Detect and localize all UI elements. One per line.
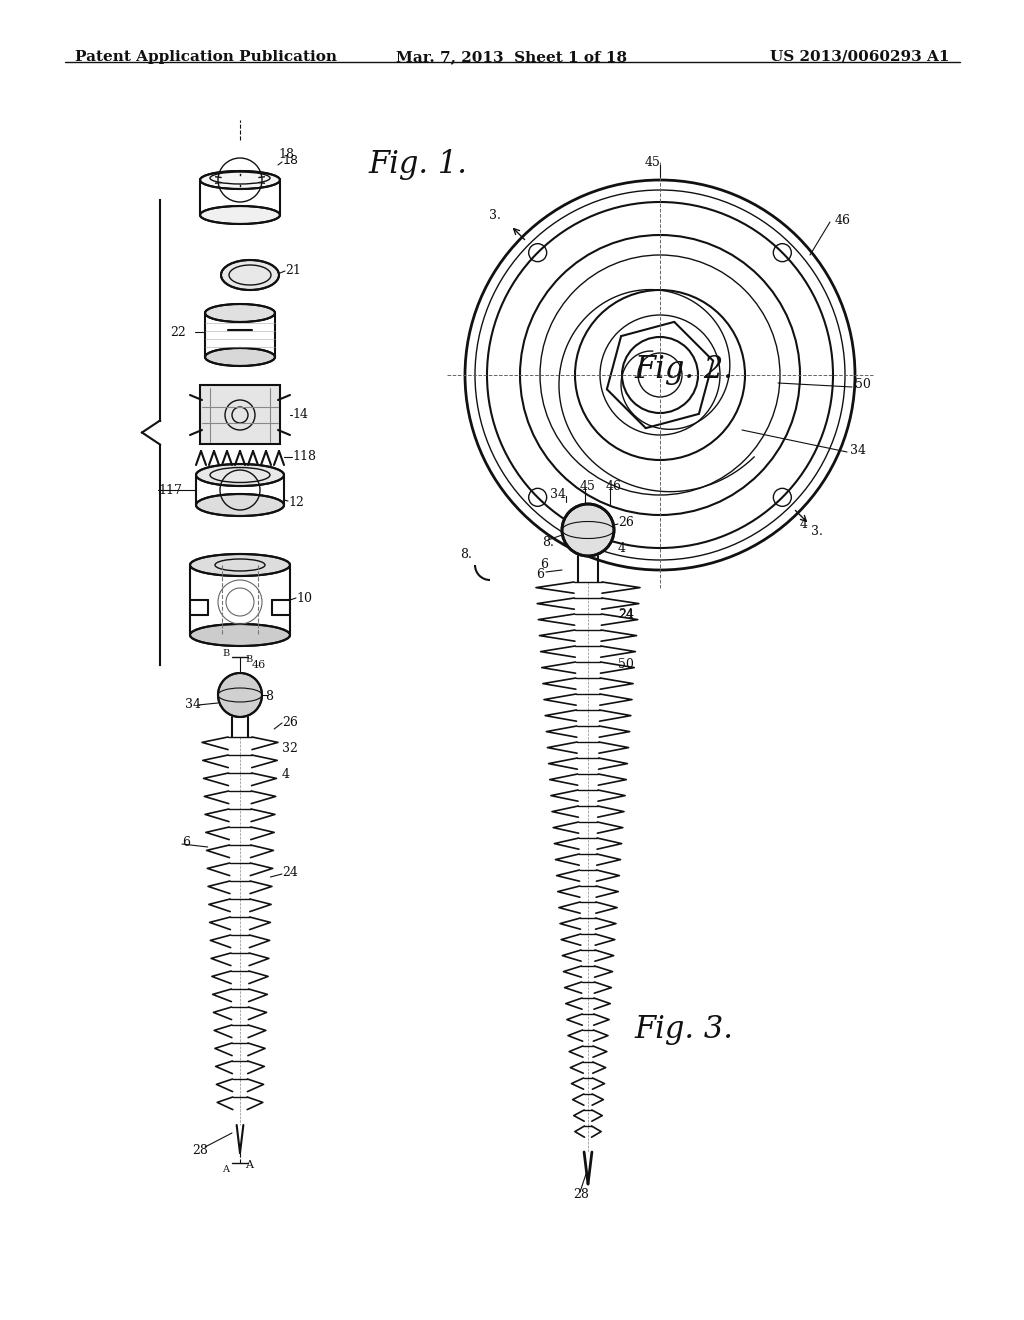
FancyBboxPatch shape: [200, 385, 280, 444]
Text: 32: 32: [282, 742, 298, 755]
Text: B: B: [222, 648, 229, 657]
Text: 8.: 8.: [460, 549, 472, 561]
Text: 28: 28: [193, 1143, 208, 1156]
Text: 50: 50: [855, 379, 870, 392]
Text: $\mathregular{\mathit{18}}$: $\mathregular{\mathit{18}}$: [282, 153, 299, 166]
Text: 26: 26: [618, 516, 634, 528]
Text: 14: 14: [292, 408, 308, 421]
Text: 3.: 3.: [811, 525, 823, 539]
Text: 46: 46: [252, 660, 266, 671]
Text: 6: 6: [540, 558, 548, 572]
Text: $\mathregular{\mathit{24}}$: $\mathregular{\mathit{24}}$: [618, 609, 635, 622]
Text: 45: 45: [645, 156, 660, 169]
Circle shape: [562, 504, 614, 556]
Text: Mar. 7, 2013  Sheet 1 of 18: Mar. 7, 2013 Sheet 1 of 18: [396, 50, 628, 63]
Text: 24: 24: [282, 866, 298, 879]
Text: Patent Application Publication: Patent Application Publication: [75, 50, 337, 63]
Text: 34: 34: [850, 444, 866, 457]
Text: 12: 12: [288, 496, 304, 510]
Text: 45: 45: [580, 479, 596, 492]
Text: 4: 4: [800, 519, 808, 532]
Text: 18: 18: [278, 149, 294, 161]
Text: 10: 10: [296, 591, 312, 605]
Ellipse shape: [196, 494, 284, 516]
Ellipse shape: [221, 260, 279, 290]
Text: 4: 4: [618, 541, 626, 554]
Text: A: A: [245, 1160, 253, 1170]
Text: 46: 46: [835, 214, 851, 227]
Text: Fig. 1.: Fig. 1.: [369, 149, 468, 181]
Ellipse shape: [200, 172, 280, 189]
Text: 3.: 3.: [488, 209, 501, 222]
Text: A: A: [222, 1166, 229, 1175]
Text: Fig. 3.: Fig. 3.: [635, 1014, 734, 1045]
Text: 8.: 8.: [542, 536, 554, 549]
Text: US 2013/0060293 A1: US 2013/0060293 A1: [770, 50, 950, 63]
Ellipse shape: [190, 624, 290, 645]
Ellipse shape: [196, 465, 284, 486]
Text: 6: 6: [182, 836, 190, 849]
Text: B: B: [245, 656, 252, 664]
Text: 22: 22: [170, 326, 185, 338]
Ellipse shape: [205, 348, 275, 366]
Text: 21: 21: [285, 264, 301, 276]
Text: 4: 4: [282, 768, 290, 781]
Text: 34: 34: [185, 698, 201, 711]
Text: 34: 34: [550, 487, 566, 500]
Text: 117: 117: [158, 483, 182, 496]
Text: 6: 6: [536, 569, 544, 582]
Text: Fig. 2.: Fig. 2.: [635, 354, 734, 385]
Text: 24: 24: [618, 609, 634, 622]
Text: 8: 8: [265, 690, 273, 704]
Text: 26: 26: [282, 715, 298, 729]
Text: 50: 50: [618, 659, 634, 672]
Text: 46: 46: [606, 479, 622, 492]
Ellipse shape: [190, 554, 290, 576]
Ellipse shape: [200, 206, 280, 224]
Circle shape: [218, 673, 262, 717]
Text: 118: 118: [292, 450, 316, 463]
Text: 28: 28: [573, 1188, 589, 1200]
Ellipse shape: [205, 304, 275, 322]
